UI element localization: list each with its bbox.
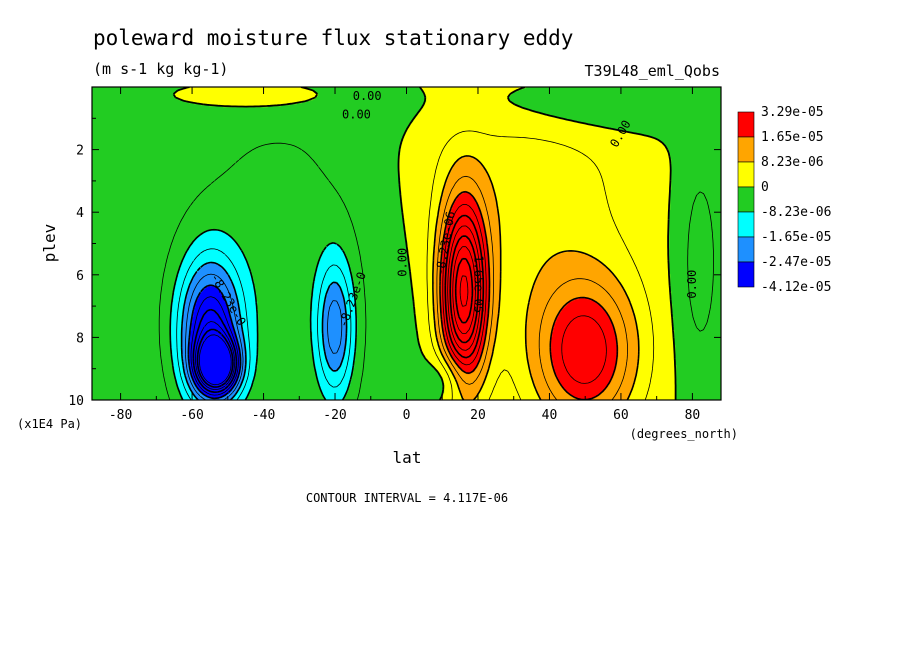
contour-line [199, 334, 232, 386]
y-unit-label: (x1E4 Pa) [17, 417, 82, 431]
legend-label: 8.23e-06 [761, 155, 824, 170]
x-tick-label: 60 [613, 408, 629, 423]
contour-line [459, 275, 469, 307]
y-tick-label: 10 [68, 394, 84, 409]
y-tick-label: 4 [76, 206, 84, 221]
contour-line [192, 308, 238, 393]
legend-swatch [737, 186, 755, 213]
x-tick-label: -60 [180, 408, 203, 423]
legend-label: 1.65e-05 [761, 130, 824, 145]
contour-line [436, 175, 628, 400]
contour-label: 0.00 [685, 270, 699, 299]
y-axis-label: plev [40, 224, 59, 263]
contour-label: 0.00 [395, 248, 409, 277]
y-tick-label: 6 [76, 269, 84, 284]
contour-interval: CONTOUR INTERVAL = 4.117E-06 [306, 491, 508, 505]
contour-line [195, 321, 236, 390]
legend-label: -8.23e-06 [761, 205, 831, 220]
contour-line [449, 235, 479, 344]
contour-line [185, 273, 343, 400]
contour-line [172, 87, 677, 400]
chart-units: (m s-1 kg kg-1) [93, 60, 228, 78]
legend-swatch [737, 236, 755, 263]
legend-label: 0 [761, 180, 769, 195]
contour-line [180, 261, 348, 400]
contour-line [426, 130, 655, 400]
legend-swatch [737, 261, 755, 288]
contour-line [432, 155, 640, 400]
contour-label: 0.00 [342, 108, 371, 122]
x-tick-label: 40 [542, 408, 558, 423]
y-axis: 2 4 6 8 10 [68, 117, 721, 409]
contour-line [444, 214, 485, 359]
legend-label: -2.47e-05 [761, 255, 831, 270]
contour-line [454, 257, 474, 324]
contour-line [452, 246, 476, 334]
contour-lines [158, 87, 714, 400]
x-tick-label: 0 [403, 408, 411, 423]
x-tick-label: 80 [685, 408, 701, 423]
x-tick-label: -20 [323, 408, 346, 423]
x-tick-label: -80 [109, 408, 132, 423]
contour-line [447, 225, 482, 351]
legend: 3.29e-05 1.65e-05 8.23e-06 0 -8.23e-06 -1.65e… [737, 105, 831, 295]
y-tick-label: 2 [76, 144, 84, 159]
contour-line [190, 296, 239, 396]
contour-label: 0.00 [353, 89, 382, 103]
legend-label: -1.65e-05 [761, 230, 831, 245]
legend-swatch [737, 136, 755, 163]
x-axis-label: lat [393, 448, 422, 467]
contour-line [169, 228, 357, 400]
legend-swatch [737, 211, 755, 238]
legend-swatch [737, 161, 755, 188]
x-tick-label: -40 [252, 408, 275, 423]
contour-line [439, 190, 619, 400]
contour-label: 1.65e-05 [471, 255, 485, 313]
x-axis: -80 -60 -40 -20 0 20 40 60 80 [109, 87, 700, 423]
contour-line [442, 204, 607, 384]
chart-title: poleward moisture flux stationary eddy [93, 26, 573, 50]
x-unit-label: (degrees_north) [630, 427, 738, 441]
legend-label: -4.12e-05 [761, 280, 831, 295]
x-tick-label: 20 [470, 408, 486, 423]
contour-line [187, 284, 242, 400]
legend-label: 3.29e-05 [761, 105, 824, 120]
run-label: T39L48_eml_Qobs [585, 62, 720, 80]
legend-swatch [737, 111, 755, 138]
y-tick-label: 8 [76, 331, 84, 346]
contour-line [176, 248, 352, 400]
contour-line [196, 328, 234, 388]
contour-line [158, 142, 714, 400]
